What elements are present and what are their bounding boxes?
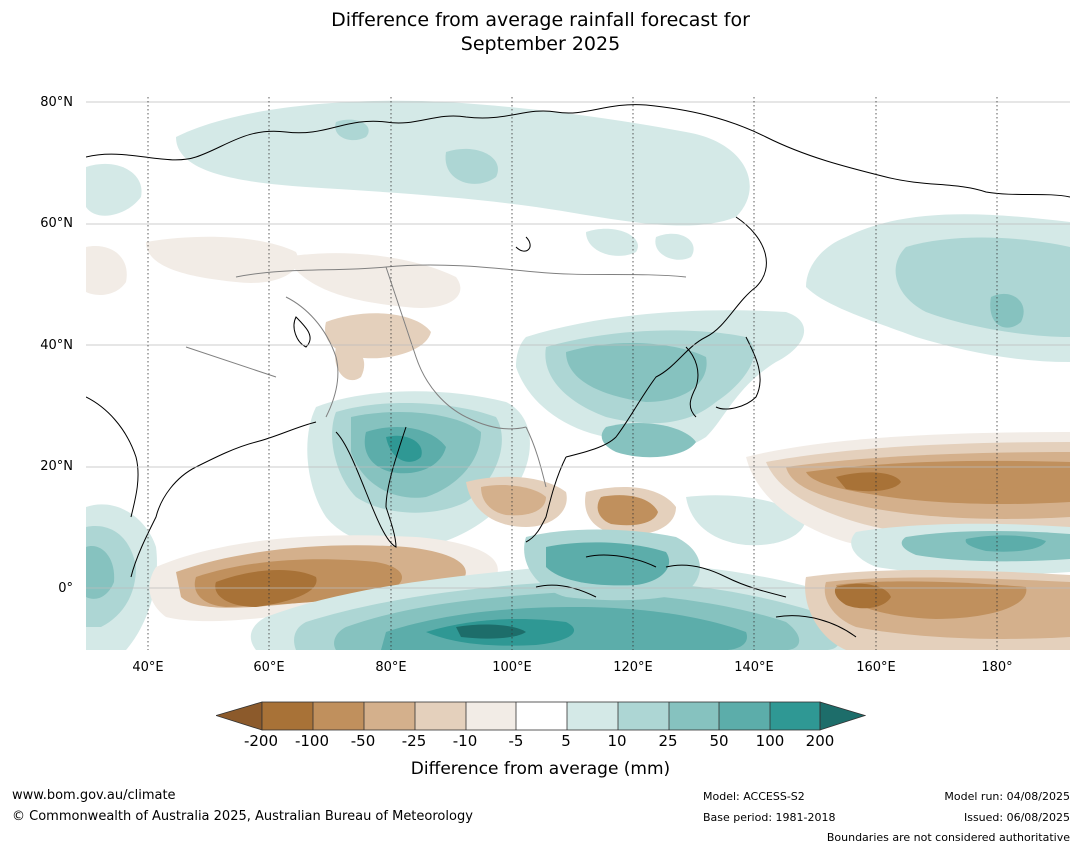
map-title-line2: September 2025 — [460, 33, 621, 55]
lat-label-60n: 60°N — [40, 216, 73, 231]
lat-label-40n: 40°N — [40, 338, 73, 353]
lat-label-20n: 20°N — [40, 459, 73, 474]
anomaly-region-southern-wet — [250, 563, 886, 650]
footer-issued: Issued: 06/08/2025 — [963, 811, 1070, 824]
map-title-line1: Difference from average rainfall forecas… — [331, 9, 750, 31]
colorbar-label: -200 — [243, 732, 279, 750]
anomaly-region-maritime-wet — [524, 495, 806, 601]
colorbar-swatch — [415, 702, 466, 730]
colorbar-title: Difference from average (mm) — [410, 759, 671, 779]
colorbar-swatch — [669, 702, 719, 730]
anomaly-region-central-asia-dry — [86, 236, 461, 381]
colorbar-high-extend — [819, 701, 866, 731]
anomaly-region-sea-dry — [466, 476, 676, 536]
colorbar-label: -25 — [401, 732, 427, 750]
colorbar-label: 25 — [658, 732, 678, 750]
footer-base-period: Base period: 1981-2018 — [703, 811, 836, 824]
lon-label-160e: 160°E — [856, 660, 896, 675]
colorbar-label: -50 — [350, 732, 376, 750]
anomaly-region-pacific-itcz-wet — [851, 523, 1070, 575]
colorbar-swatch — [313, 702, 364, 730]
colorbar-swatch — [262, 702, 313, 730]
anomaly-region-nw-pacific — [586, 214, 1070, 362]
lon-label-80e: 80°E — [375, 660, 407, 675]
footer-model: Model: ACCESS-S2 — [703, 790, 805, 803]
lon-label-100e: 100°E — [492, 660, 532, 675]
colorbar-swatch — [364, 702, 415, 730]
colorbar-label: -100 — [294, 732, 330, 750]
lat-label-80n: 80°N — [40, 95, 73, 110]
colorbar-swatch — [516, 702, 567, 730]
map-title: Difference from average rainfall forecas… — [0, 8, 1081, 56]
colorbar — [216, 701, 866, 731]
footer-model-run: Model run: 04/08/2025 — [944, 790, 1070, 803]
colorbar-label: 50 — [709, 732, 729, 750]
colorbar-low-extend — [216, 701, 263, 731]
colorbar-label: -10 — [452, 732, 478, 750]
country-borders — [185, 264, 687, 488]
footer-website: www.bom.gov.au/climate — [12, 788, 176, 803]
colorbar-label: 100 — [755, 732, 785, 750]
colorbar-swatch — [466, 702, 516, 730]
lon-label-140e: 140°E — [734, 660, 774, 675]
footer-copyright: © Commonwealth of Australia 2025, Austra… — [12, 809, 473, 824]
lon-label-180: 180° — [981, 660, 1013, 675]
anomaly-region-india-wet — [307, 391, 530, 549]
anomaly-region-siberia — [86, 100, 750, 226]
footer-boundaries-note: Boundaries are not considered authoritat… — [826, 831, 1070, 844]
colorbar-label: 10 — [607, 732, 627, 750]
lon-label-60e: 60°E — [253, 660, 285, 675]
colorbar-swatch — [567, 702, 618, 730]
rainfall-map — [86, 97, 1070, 650]
lon-label-120e: 120°E — [613, 660, 653, 675]
colorbar-swatch — [719, 702, 770, 730]
lat-label-0: 0° — [58, 581, 73, 596]
anomaly-region-equatorial-pacific-dry — [805, 570, 1070, 650]
colorbar-label: -5 — [508, 732, 524, 750]
colorbar-label: 5 — [561, 732, 571, 750]
graticule — [86, 97, 1070, 650]
lon-label-40e: 40°E — [132, 660, 164, 675]
rainfall-map-svg — [86, 97, 1070, 650]
colorbar-label: 200 — [805, 732, 835, 750]
coastlines — [86, 104, 1070, 638]
colorbar-swatch — [618, 702, 669, 730]
anomaly-region-africa-wet — [86, 504, 157, 650]
colorbar-swatch — [770, 702, 820, 730]
